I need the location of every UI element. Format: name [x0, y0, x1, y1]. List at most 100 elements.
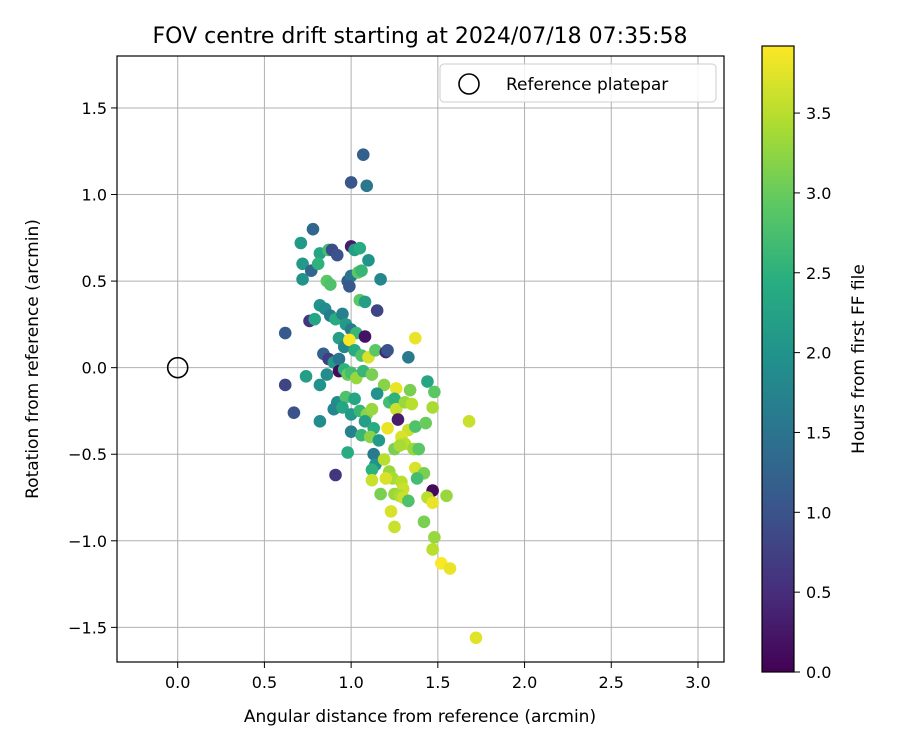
data-point — [388, 520, 401, 534]
data-point — [365, 402, 379, 416]
legend: Reference platepar — [439, 63, 717, 103]
data-point — [343, 279, 356, 293]
data-point — [332, 352, 346, 366]
y-tick-label: 1.0 — [82, 186, 107, 205]
colorbar-label: Hours from first FF file — [849, 264, 869, 454]
data-point — [403, 383, 417, 397]
data-point — [296, 257, 309, 271]
data-point — [306, 222, 320, 236]
data-point — [377, 378, 391, 392]
data-point — [388, 392, 401, 406]
data-point — [384, 505, 398, 518]
data-point — [374, 487, 387, 501]
data-point — [370, 304, 384, 317]
colorbar-ticks: 0.0 0.5 1.0 1.5 2.0 2.5 3.0 3.5 — [794, 104, 831, 682]
y-tick-label: −0.5 — [68, 445, 107, 464]
colorbar: 0.0 0.5 1.0 1.5 2.0 2.5 3.0 3.5 Hours from firs… — [761, 45, 869, 682]
colorbar-tick-label: 2.5 — [806, 264, 831, 283]
data-point — [426, 401, 439, 414]
data-point — [278, 326, 292, 340]
data-point — [336, 401, 349, 414]
data-point — [348, 392, 361, 406]
x-tick-label: 1.0 — [338, 673, 363, 692]
reference-marker — [166, 356, 189, 379]
data-point — [365, 473, 379, 487]
data-point — [344, 176, 358, 189]
data-point — [336, 307, 349, 321]
data-point — [313, 378, 327, 392]
legend-box — [439, 63, 717, 103]
data-point — [344, 425, 358, 439]
data-point — [313, 415, 327, 428]
data-point — [421, 375, 434, 388]
colorbar-tick-label: 0.0 — [806, 663, 831, 682]
data-point — [410, 472, 424, 485]
data-point — [419, 416, 433, 430]
data-point — [370, 387, 384, 400]
plot-frame — [116, 55, 725, 663]
data-point — [308, 312, 322, 326]
data-point — [330, 248, 344, 262]
x-tick-label: 2.5 — [599, 673, 624, 692]
x-tick-label: 0.0 — [165, 673, 190, 692]
data-point — [417, 515, 431, 529]
y-tick-label: 1.5 — [82, 99, 107, 118]
y-axis-ticks: −1.5 −1.0 −0.5 0.0 0.5 1.0 1.5 — [68, 99, 117, 637]
colorbar-tick-label: 1.0 — [806, 503, 831, 522]
grid-lines — [117, 56, 724, 662]
data-point — [287, 406, 301, 419]
data-point — [358, 415, 372, 428]
data-point — [408, 420, 422, 433]
data-point — [360, 179, 374, 193]
data-point — [402, 350, 415, 364]
data-point — [377, 453, 391, 466]
data-point — [367, 447, 380, 461]
data-point — [299, 370, 313, 383]
data-point — [426, 496, 439, 510]
data-point — [341, 446, 354, 459]
data-point — [356, 148, 370, 161]
data-point — [440, 489, 453, 503]
data-point — [469, 631, 483, 645]
data-point — [391, 413, 405, 426]
y-axis-label: Rotation from reference (arcmin) — [23, 219, 43, 499]
colorbar-tick-label: 2.0 — [806, 344, 831, 363]
data-point — [426, 543, 439, 556]
data-point — [428, 385, 441, 399]
data-point — [372, 434, 386, 447]
colorbar-tick-label: 1.5 — [806, 423, 831, 442]
y-tick-label: −1.5 — [68, 618, 107, 637]
data-point — [329, 468, 342, 482]
y-tick-label: 0.0 — [82, 359, 107, 378]
data-point — [278, 378, 292, 392]
data-point — [408, 331, 422, 345]
x-tick-label: 3.0 — [685, 673, 710, 692]
data-point — [369, 344, 382, 357]
data-point — [296, 273, 309, 286]
data-point — [379, 472, 393, 485]
x-tick-label: 0.5 — [252, 673, 277, 692]
data-points — [278, 148, 483, 645]
data-point — [381, 421, 394, 435]
data-point — [381, 344, 394, 357]
data-point — [294, 236, 308, 250]
y-tick-label: 0.5 — [82, 272, 107, 291]
x-tick-label: 2.0 — [512, 673, 537, 692]
legend-label: Reference platepar — [506, 75, 668, 95]
data-point — [393, 439, 406, 452]
data-point — [358, 330, 372, 343]
data-point — [402, 494, 415, 508]
data-point — [320, 368, 334, 381]
data-point — [358, 295, 372, 309]
data-point — [405, 397, 419, 411]
data-point — [362, 254, 375, 267]
data-point — [374, 273, 387, 286]
x-tick-label: 1.5 — [425, 673, 450, 692]
x-axis-ticks: 0.0 0.5 1.0 1.5 2.0 2.5 3.0 — [165, 662, 711, 692]
data-point — [412, 442, 426, 456]
data-point — [355, 264, 368, 277]
data-point — [324, 278, 337, 291]
data-point — [365, 463, 379, 477]
y-tick-label: −1.0 — [68, 532, 107, 551]
